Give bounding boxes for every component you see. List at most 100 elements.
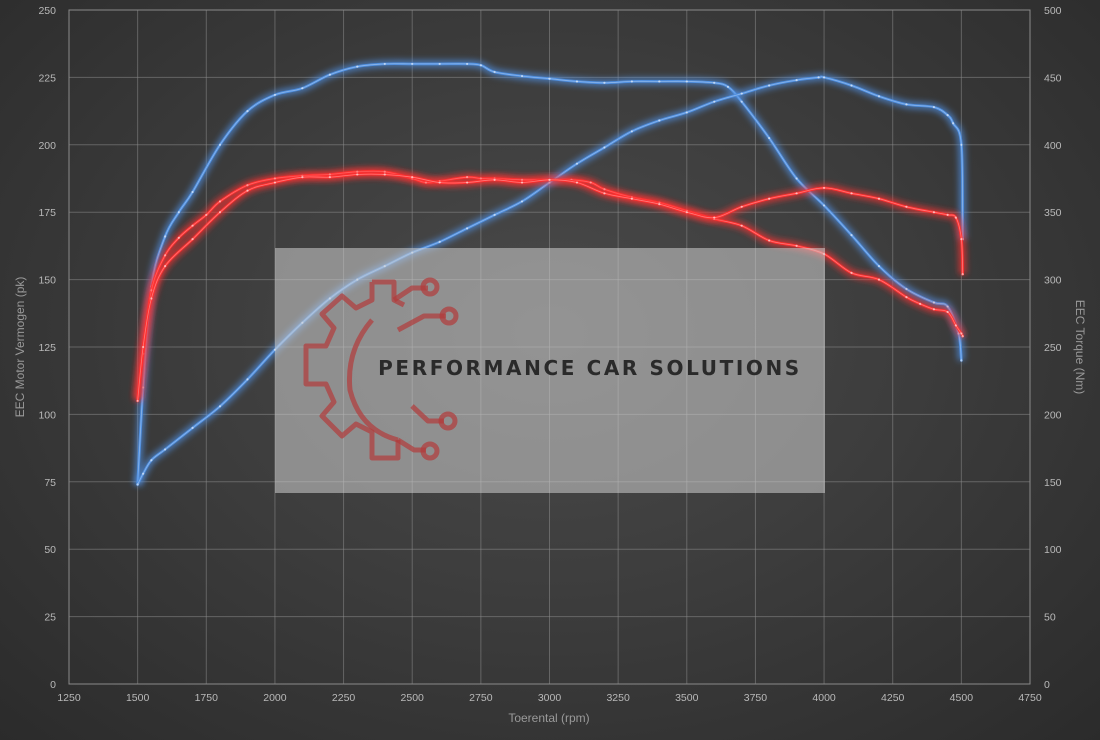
data-point [328, 176, 331, 179]
data-point [919, 302, 922, 305]
series-3 [134, 170, 967, 403]
data-point [630, 80, 633, 83]
data-point [946, 305, 949, 308]
data-point [218, 200, 222, 203]
data-point [822, 204, 826, 207]
data-point [850, 271, 853, 274]
data-point [961, 335, 964, 338]
right-tick-label: 150 [1044, 477, 1062, 489]
data-point [960, 238, 963, 241]
data-point [932, 105, 936, 109]
left-tick-label: 0 [50, 679, 56, 691]
data-point [466, 62, 469, 66]
data-point [246, 110, 249, 113]
data-point [932, 308, 936, 311]
right-tick-label: 50 [1044, 612, 1056, 624]
data-point [685, 211, 688, 214]
data-point [466, 181, 469, 184]
watermark-panel [275, 248, 825, 493]
data-point [850, 192, 853, 195]
data-point [164, 235, 167, 238]
data-point [273, 93, 277, 97]
data-point [713, 81, 716, 84]
data-point [479, 64, 482, 67]
data-point [438, 62, 441, 66]
data-point [932, 301, 936, 304]
data-point [164, 265, 167, 268]
series-highlight [137, 63, 962, 485]
data-point [246, 378, 249, 381]
right-tick-label: 200 [1044, 409, 1062, 421]
data-point [795, 177, 798, 180]
x-tick-label: 4750 [1018, 692, 1042, 704]
x-tick-label: 2500 [401, 692, 425, 704]
data-point [740, 92, 743, 95]
series-line [136, 172, 964, 403]
data-point [177, 211, 180, 214]
data-point [822, 186, 826, 190]
data-point [548, 77, 551, 80]
right-tick-label: 300 [1044, 275, 1062, 287]
data-point [905, 296, 908, 299]
data-point [630, 197, 633, 200]
data-point [493, 213, 496, 216]
data-point [795, 192, 798, 195]
data-point [713, 216, 716, 219]
right-tick-label: 450 [1044, 72, 1062, 84]
x-tick-label: 4000 [812, 692, 836, 704]
data-point [960, 359, 963, 362]
data-point [905, 103, 908, 106]
data-point [150, 297, 153, 300]
data-point [658, 80, 661, 83]
data-point [961, 273, 964, 276]
data-point [575, 80, 579, 83]
data-point [960, 332, 963, 335]
data-point [603, 146, 606, 149]
data-point [877, 197, 881, 200]
data-point [575, 162, 579, 165]
data-point [740, 205, 743, 208]
left-tick-label: 125 [38, 342, 56, 354]
data-point [246, 184, 249, 187]
data-point [356, 65, 359, 68]
data-point [946, 310, 949, 314]
data-point [877, 278, 881, 281]
left-tick-label: 100 [38, 409, 56, 421]
data-point [946, 213, 949, 216]
watermark: PERFORMANCE CAR SOLUTIONS [275, 248, 825, 493]
data-point [740, 100, 743, 103]
data-point [740, 224, 743, 227]
data-point [142, 386, 145, 389]
left-tick-label: 250 [38, 5, 56, 17]
x-tick-label: 2750 [469, 692, 493, 704]
data-point [685, 111, 688, 114]
series-lines [134, 60, 967, 487]
data-point [438, 240, 441, 243]
data-point [164, 254, 167, 257]
data-point [946, 114, 949, 117]
data-point [493, 70, 496, 74]
data-point [301, 87, 304, 90]
data-point [383, 173, 386, 176]
data-point [768, 84, 771, 87]
data-point [630, 130, 633, 133]
data-point [150, 459, 153, 462]
right-tick-label: 100 [1044, 544, 1062, 556]
data-point [142, 472, 145, 475]
data-point [795, 244, 798, 247]
data-point [438, 181, 441, 184]
data-point [954, 216, 957, 219]
data-point [328, 73, 331, 76]
data-point [301, 176, 304, 179]
data-point [713, 100, 716, 103]
data-point [273, 181, 277, 184]
x-tick-label: 2000 [263, 692, 287, 704]
data-point [520, 74, 524, 78]
x-tick-label: 3000 [538, 692, 562, 704]
x-tick-label: 1500 [126, 692, 150, 704]
watermark-text: PERFORMANCE CAR SOLUTIONS [378, 356, 802, 380]
right-tick-label: 0 [1044, 679, 1050, 691]
data-point [411, 176, 414, 179]
data-point [191, 426, 194, 429]
